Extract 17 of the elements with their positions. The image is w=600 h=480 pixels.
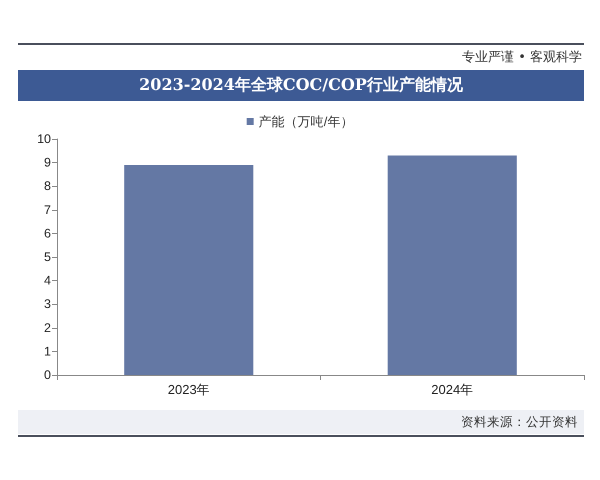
text: 资料来源：公开资料	[461, 414, 578, 431]
text: 专业严谨 • 客观科学	[462, 49, 582, 66]
x-tick-label: 2023年	[168, 382, 210, 397]
x-tick-label: 2024年	[431, 382, 474, 397]
legend-label: 产能（万吨/年）	[258, 114, 354, 129]
y-tick-label: 8	[44, 179, 52, 194]
y-tick-label: 5	[44, 250, 52, 264]
y-tick-label: 1	[44, 344, 52, 358]
y-tick-label: 10	[37, 132, 52, 146]
y-tick-label: 4	[44, 274, 52, 288]
y-tick-label: 3	[44, 297, 52, 312]
y-tick-label: 2	[44, 320, 52, 335]
y-tick-label: 9	[44, 156, 52, 170]
y-tick-label: 6	[44, 226, 52, 240]
y-tick-label: 0	[44, 368, 52, 382]
y-tick-label: 7	[44, 202, 52, 217]
chart-title: 2023-2024年全球COC/COP行业产能情况	[138, 75, 464, 96]
